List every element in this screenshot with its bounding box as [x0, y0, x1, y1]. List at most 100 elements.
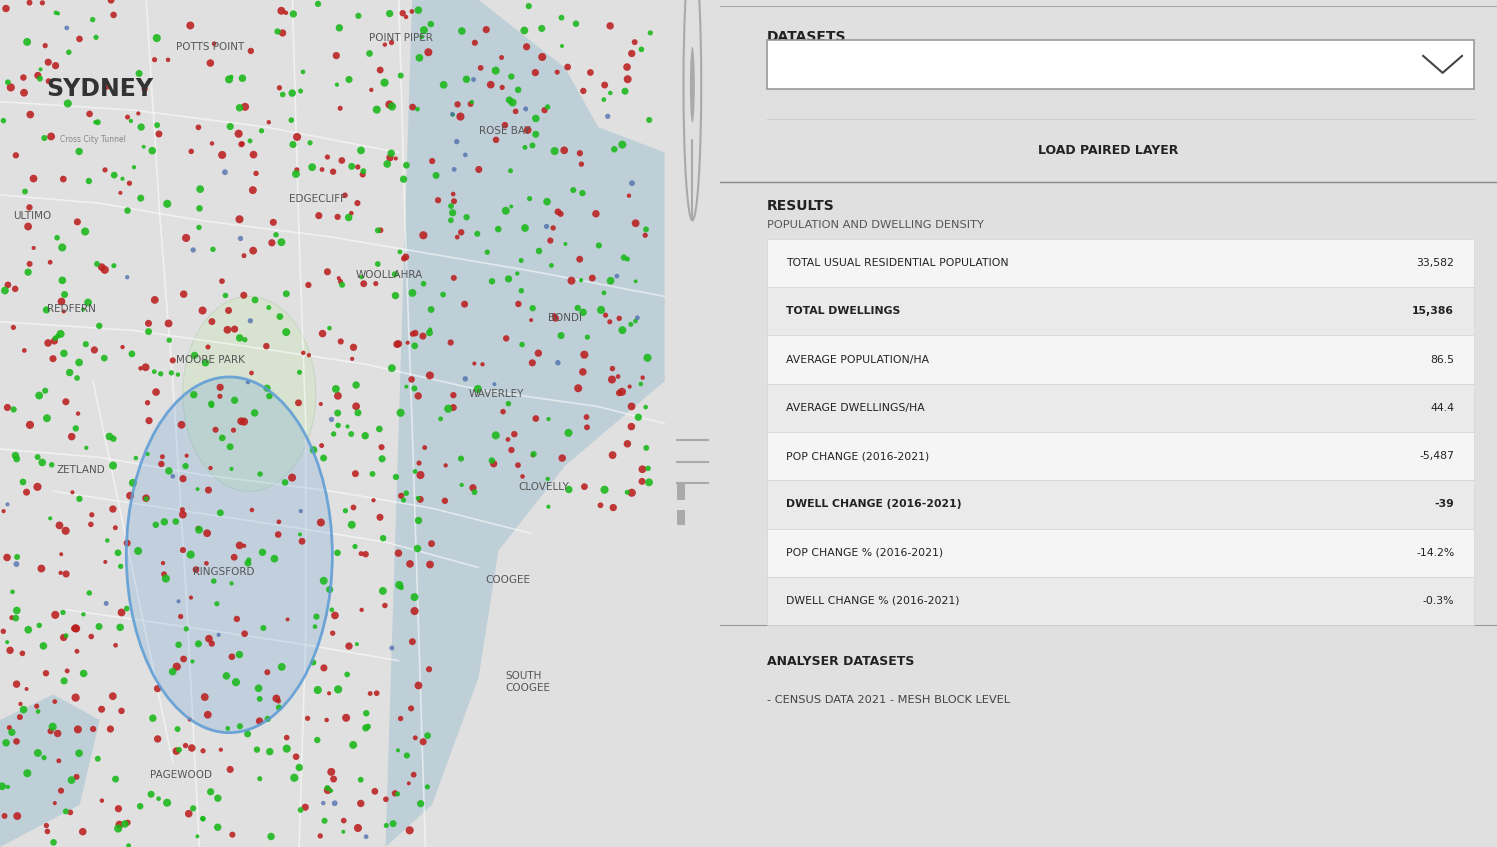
Point [290, 534, 314, 548]
Point [322, 772, 346, 786]
Point [60, 429, 84, 443]
Point [193, 690, 217, 704]
Text: - CENSUS DATA 2021 - MESH BLOCK LEVEL: - CENSUS DATA 2021 - MESH BLOCK LEVEL [766, 695, 1009, 706]
Point [434, 458, 458, 472]
Point [449, 451, 473, 465]
Point [54, 567, 78, 581]
Text: COOGEE: COOGEE [485, 575, 530, 585]
Point [482, 457, 506, 471]
Point [145, 31, 169, 45]
Point [178, 713, 202, 727]
Point [371, 584, 395, 598]
Point [325, 49, 349, 63]
Point [84, 115, 108, 129]
Point [343, 540, 367, 553]
Point [280, 86, 304, 100]
Point [220, 828, 244, 841]
Point [16, 265, 40, 279]
Point [202, 574, 226, 588]
Point [439, 213, 463, 227]
Point [428, 412, 452, 426]
Point [67, 746, 91, 760]
Point [48, 82, 72, 96]
Point [117, 176, 141, 190]
Point [403, 465, 427, 479]
Point [266, 695, 290, 708]
Point [463, 485, 487, 499]
Point [174, 459, 198, 473]
Point [403, 604, 427, 617]
Point [615, 252, 639, 266]
Point [350, 168, 374, 181]
Point [481, 454, 504, 468]
Point [311, 662, 335, 675]
Point [36, 55, 60, 69]
Point [58, 366, 82, 379]
Point [109, 704, 133, 717]
Point [269, 4, 293, 18]
Point [519, 313, 543, 327]
Point [64, 371, 88, 385]
Point [210, 431, 234, 445]
Point [201, 136, 225, 150]
Point [449, 479, 473, 492]
Point [81, 722, 105, 736]
Point [0, 644, 22, 657]
Point [43, 608, 67, 622]
Point [87, 620, 111, 634]
Point [15, 35, 39, 48]
Point [85, 115, 109, 129]
Point [52, 288, 76, 302]
Point [214, 669, 238, 683]
Point [45, 231, 69, 245]
Point [195, 556, 219, 570]
Point [328, 102, 352, 115]
Point [163, 515, 187, 529]
Point [12, 344, 36, 357]
Point [461, 481, 485, 495]
Point [207, 791, 231, 805]
Point [313, 814, 337, 828]
Point [153, 515, 177, 529]
Point [160, 354, 184, 368]
Point [305, 734, 329, 747]
Point [380, 100, 404, 113]
Text: WAVERLEY: WAVERLEY [469, 389, 524, 399]
Point [97, 429, 121, 443]
Point [181, 801, 205, 815]
Point [178, 548, 202, 562]
Point [208, 506, 232, 519]
Point [172, 287, 196, 301]
Point [549, 11, 573, 25]
Point [34, 303, 58, 317]
Point [46, 329, 70, 343]
Point [388, 245, 412, 258]
Point [42, 335, 66, 348]
Point [12, 703, 36, 717]
Point [18, 257, 42, 271]
Point [9, 697, 33, 711]
Point [358, 47, 382, 60]
Point [0, 113, 15, 127]
Point [263, 228, 287, 241]
Point [157, 464, 181, 478]
Point [403, 590, 427, 604]
Point [16, 623, 40, 636]
Point [99, 0, 123, 7]
Point [397, 777, 421, 790]
Point [99, 722, 123, 736]
Point [241, 244, 265, 257]
Point [377, 7, 401, 20]
Point [427, 193, 451, 207]
Point [108, 621, 132, 634]
Point [174, 231, 198, 245]
Point [635, 441, 659, 455]
Text: BONDI: BONDI [548, 313, 582, 323]
Point [311, 574, 335, 588]
FancyBboxPatch shape [766, 335, 1473, 384]
Point [195, 527, 219, 540]
Point [401, 100, 425, 113]
Point [403, 382, 427, 396]
Text: SOUTH
COOGEE: SOUTH COOGEE [504, 671, 551, 693]
Point [328, 274, 352, 288]
